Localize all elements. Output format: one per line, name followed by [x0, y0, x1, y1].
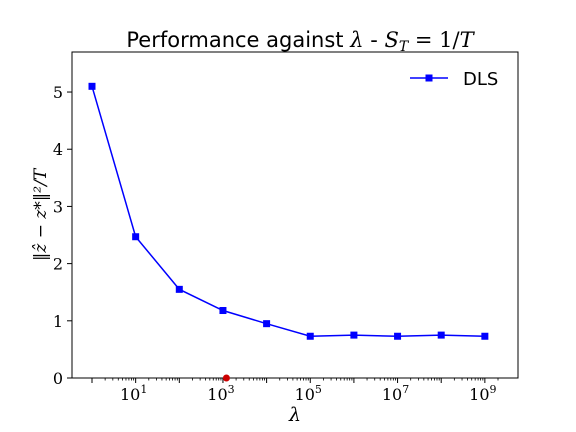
x-tick-label: 107	[382, 383, 409, 404]
data-point	[306, 332, 314, 340]
y-tick-label: 3	[53, 197, 63, 216]
data-point	[132, 233, 140, 241]
title-dash: -	[364, 28, 385, 52]
title-lambda: λ	[349, 28, 363, 52]
x-axis-ticks: 101 103 105 107 109	[91, 378, 499, 404]
x-tick-exponent: 3	[228, 383, 235, 396]
legend-label: DLS	[463, 69, 498, 90]
series-line-dls	[91, 86, 485, 338]
data-point	[437, 331, 445, 339]
x-tick-base: 10	[469, 385, 489, 404]
title-T: T	[460, 28, 476, 52]
y-tick-label: 2	[53, 255, 63, 274]
y-tick-label: 0	[53, 369, 63, 388]
title-text: Performance against	[126, 28, 350, 52]
highlight-point	[222, 374, 230, 382]
y-tick-label: 1	[53, 312, 63, 331]
x-tick-label: 105	[295, 383, 322, 404]
x-tick-exponent: 5	[315, 383, 322, 396]
legend: DLS	[410, 69, 498, 90]
data-point	[219, 307, 227, 315]
data-point	[350, 331, 358, 339]
title-s: S	[384, 28, 398, 52]
y-axis-ticks: 0 1 2 3 4 5	[53, 83, 72, 388]
series-layer	[88, 82, 489, 340]
data-point	[263, 320, 271, 328]
y-tick-label: 4	[53, 140, 63, 159]
x-tick-base: 10	[120, 385, 140, 404]
plot-frame	[71, 51, 519, 379]
x-tick-exponent: 9	[490, 383, 497, 396]
title-eq: = 1/	[408, 28, 460, 52]
chart-title: Performance against λ - ST = 1/T	[126, 28, 475, 55]
x-tick-label: 109	[469, 383, 496, 404]
x-tick-exponent: 1	[140, 383, 147, 396]
legend-marker	[425, 74, 433, 82]
data-point	[175, 285, 183, 293]
x-tick-label: 103	[207, 383, 234, 404]
y-axis-label: ‖ẑ − z*‖²/T	[31, 167, 51, 261]
x-tick-exponent: 7	[402, 383, 409, 396]
x-tick-base: 10	[382, 385, 402, 404]
highlight-layer	[222, 374, 230, 382]
data-point	[481, 332, 489, 340]
data-point	[394, 332, 402, 340]
x-tick-label: 101	[120, 383, 147, 404]
x-tick-base: 10	[295, 385, 315, 404]
data-point	[88, 82, 96, 90]
y-tick-label: 5	[53, 83, 63, 102]
x-axis-label: λ	[288, 404, 301, 426]
x-tick-base: 10	[207, 385, 227, 404]
title-sub: T	[399, 39, 410, 55]
